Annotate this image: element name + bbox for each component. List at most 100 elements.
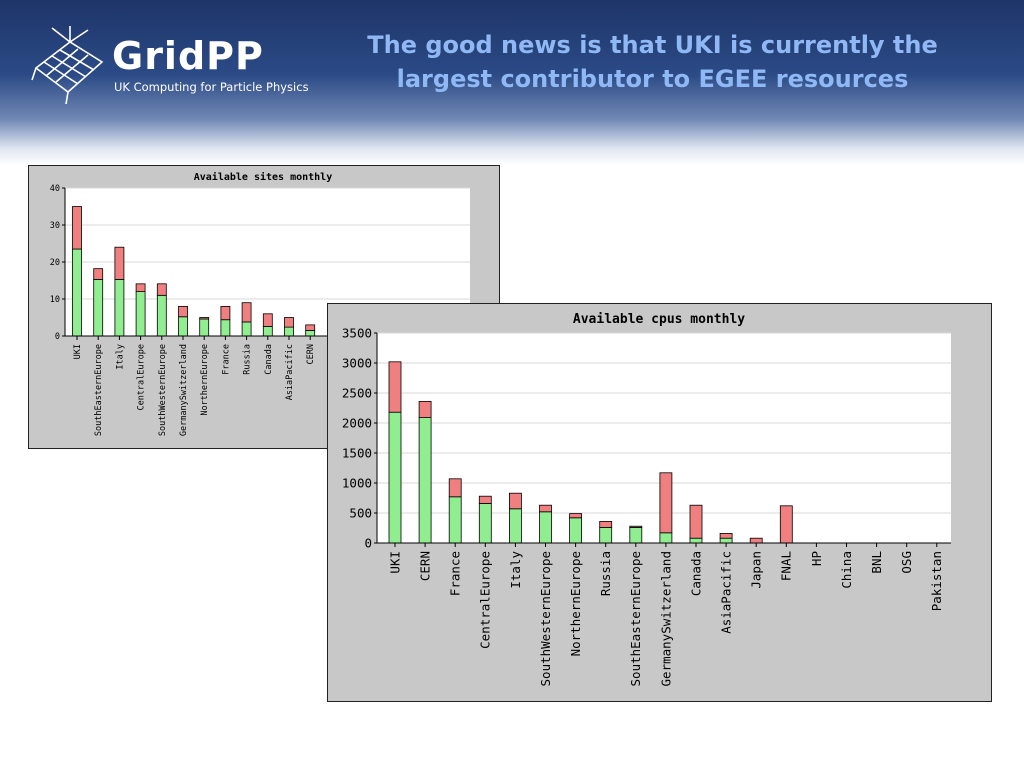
bar-segment — [719, 532, 733, 539]
bar-segment — [114, 278, 125, 337]
bar-segment — [539, 504, 552, 513]
x-tick-label: France — [448, 551, 463, 596]
brand-name: GridPP — [112, 34, 264, 78]
x-tick-label: CentralEurope — [478, 551, 493, 649]
bar-segment — [719, 537, 733, 544]
bar-segment — [689, 537, 703, 544]
x-tick-label: CERN — [306, 344, 316, 364]
y-tick-label: 2500 — [342, 385, 372, 400]
bar-segment — [418, 401, 432, 419]
slide-title-line-2: largest contributor to EGEE resources — [396, 65, 909, 93]
chart-title: Available sites monthly — [194, 171, 332, 183]
bar-segment — [599, 526, 613, 544]
x-tick-label: AsiaPacific — [718, 551, 733, 634]
y-tick-label: 30 — [50, 221, 60, 231]
slide-header: GridPP UK Computing for Particle Physics… — [0, 0, 1024, 165]
bar-segment — [539, 511, 552, 544]
bar-segment — [220, 305, 231, 321]
bar-segment — [448, 478, 462, 498]
bar-segment — [508, 508, 522, 544]
bar-segment — [72, 248, 82, 337]
x-tick-label: GermanySwitzerland — [658, 551, 673, 686]
y-tick-label: 1000 — [342, 475, 372, 490]
bar-segment — [135, 283, 146, 293]
x-tick-label: SouthEasternEurope — [94, 344, 104, 436]
bar-segment — [569, 517, 583, 544]
brand-subtitle: UK Computing for Particle Physics — [114, 80, 309, 94]
bar-segment — [508, 492, 522, 510]
bar-segment — [629, 526, 643, 544]
x-tick-label: AsiaPacific — [285, 344, 295, 400]
bar-segment — [114, 246, 125, 280]
y-tick-label: 2000 — [342, 415, 372, 430]
bar-segment — [220, 319, 231, 337]
bar-segment — [418, 417, 432, 544]
x-tick-label: SouthWesternEurope — [538, 551, 553, 686]
x-tick-label: SouthEasternEurope — [628, 551, 643, 686]
bar-segment — [659, 472, 673, 534]
available-cpus-chart: Available cpus monthly 0 500 1000 1500 2000 25… — [327, 303, 992, 702]
x-tick-label: SouthWesternEurope — [158, 344, 168, 436]
x-tick-label: Russia — [598, 551, 613, 596]
x-tick-label: China — [839, 551, 854, 589]
bar-segment — [388, 411, 402, 544]
slide-title: The good news is that UKI is currently t… — [345, 28, 960, 96]
chart-title: Available cpus monthly — [573, 312, 745, 327]
x-tick-label: CentralEurope — [137, 344, 147, 411]
x-tick-label: UKI — [73, 344, 83, 359]
bar-segment — [478, 502, 492, 544]
x-tick-label: CERN — [417, 551, 432, 581]
bar-segment — [689, 504, 703, 539]
bar-segment — [241, 302, 252, 323]
x-tick-label: France — [221, 344, 231, 375]
bar-segment — [135, 291, 146, 337]
bar-segment — [199, 317, 210, 320]
bar-segment — [569, 513, 583, 519]
y-tick-label: 0 — [364, 535, 372, 550]
x-tick-label: UKI — [387, 551, 402, 574]
x-tick-label: OSG — [899, 551, 914, 574]
y-tick-label: 40 — [50, 184, 60, 194]
x-tick-label: GermanySwitzerland — [179, 344, 189, 436]
y-tick-label: 3500 — [342, 325, 372, 340]
x-tick-label: Canada — [264, 344, 274, 375]
x-tick-label: NorthernEurope — [200, 344, 210, 416]
bar-segment — [779, 505, 793, 544]
bar-segment — [478, 495, 492, 504]
grid-logo-icon — [31, 26, 104, 105]
bar-segment — [659, 532, 673, 544]
bar-segment — [599, 520, 613, 528]
bar-segment — [93, 268, 104, 280]
bar-segment — [305, 330, 316, 337]
bar-segment — [93, 278, 104, 337]
bar-segment — [241, 321, 252, 337]
y-tick-label: 0 — [55, 332, 60, 342]
slide-title-line-1: The good news is that UKI is currently t… — [367, 31, 938, 59]
x-tick-label: Japan — [749, 551, 764, 589]
bar-segment — [388, 361, 402, 413]
bar-segment — [262, 325, 273, 337]
bar-segment — [156, 294, 167, 337]
y-tick-label: 1500 — [342, 445, 372, 460]
x-tick-label: Italy — [508, 551, 523, 589]
x-tick-label: HP — [809, 551, 824, 566]
bar-segment — [305, 324, 316, 331]
bar-segment — [448, 496, 462, 544]
bar-segment — [156, 283, 167, 296]
y-tick-label: 10 — [50, 295, 60, 305]
x-tick-label: BNL — [869, 551, 884, 574]
bar-segment — [284, 326, 294, 337]
bar-segment — [629, 525, 643, 528]
x-tick-label: Russia — [243, 344, 253, 375]
bar-segment — [284, 317, 294, 328]
x-tick-label: NorthernEurope — [568, 551, 583, 656]
bar-segment — [749, 537, 763, 544]
available-cpus-plot: Available cpus monthly 0 500 1000 1500 2000 25… — [342, 312, 951, 686]
x-tick-label: Italy — [115, 344, 125, 370]
bar-segment — [262, 313, 273, 327]
y-tick-label: 3000 — [342, 355, 372, 370]
y-tick-label: 20 — [50, 258, 60, 268]
y-tick-label: 500 — [349, 505, 372, 520]
bar-segment — [178, 316, 188, 337]
bar-segment — [199, 318, 210, 337]
